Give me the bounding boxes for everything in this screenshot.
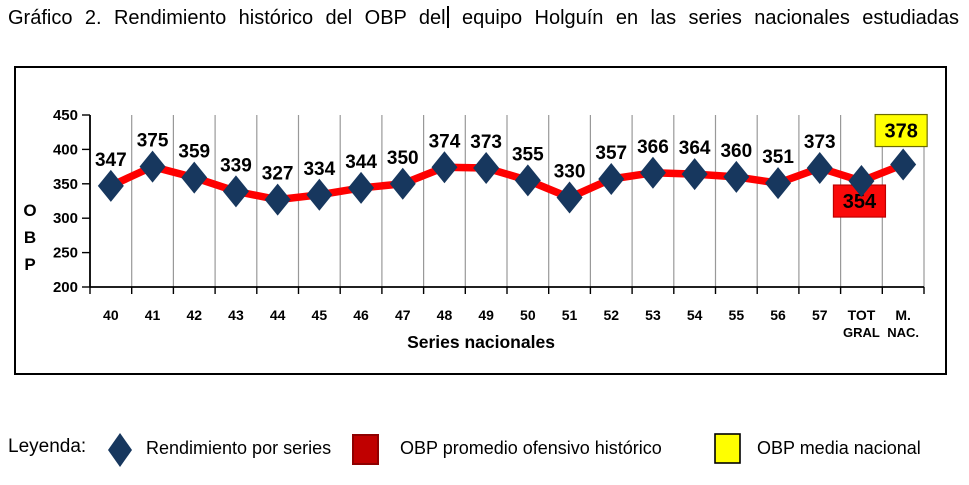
data-point-marker bbox=[848, 165, 875, 198]
text-cursor bbox=[446, 6, 449, 28]
diamond-shape bbox=[108, 433, 132, 467]
data-point-labels: 347 375 359 339 327 334 344 350 374 373 355 330 357 3… bbox=[95, 131, 836, 185]
data-point-label: 347 bbox=[95, 150, 127, 171]
data-point-marker bbox=[473, 151, 500, 184]
x-tick-label: 41 bbox=[145, 307, 161, 323]
x-tick-label: 49 bbox=[478, 307, 494, 323]
x-axis-title-text: Series nacionales bbox=[407, 332, 555, 352]
data-point-label: 327 bbox=[262, 164, 294, 185]
x-tick-label: 40 bbox=[103, 307, 119, 323]
y-tick-label: 300 bbox=[53, 210, 78, 227]
data-point-label: 350 bbox=[387, 148, 419, 169]
data-point-label: 373 bbox=[804, 132, 836, 153]
legend: Leyenda: Rendimiento por series OBP prom… bbox=[0, 428, 969, 476]
series-diamond-icon bbox=[108, 433, 132, 467]
data-point-label: 355 bbox=[512, 144, 544, 165]
chart-title-part1: Gráfico 2. Rendimiento histórico del OBP… bbox=[8, 7, 446, 29]
x-tick-label: GRAL bbox=[843, 325, 880, 340]
data-point-label: 359 bbox=[178, 142, 210, 163]
media-nacional-swatch-icon bbox=[714, 433, 741, 464]
y-axis-title-letter: P bbox=[24, 255, 35, 274]
chart-title: Gráfico 2. Rendimiento histórico del OBP… bbox=[8, 5, 959, 32]
y-tick-label: 400 bbox=[53, 141, 78, 158]
y-axis-title-letter: B bbox=[24, 228, 36, 247]
y-tick-label: 450 bbox=[53, 107, 78, 124]
data-point-label: 330 bbox=[554, 162, 586, 183]
data-point-label: 360 bbox=[720, 141, 752, 162]
x-tick-label: 42 bbox=[186, 307, 202, 323]
annotation-box-above bbox=[874, 113, 928, 148]
annotation-box-value: 378 bbox=[884, 121, 917, 143]
y-tick-label: 350 bbox=[53, 176, 78, 193]
data-point-marker bbox=[222, 175, 249, 208]
data-point-marker bbox=[806, 151, 833, 184]
x-tick-label: 46 bbox=[353, 307, 369, 323]
data-point-label: 364 bbox=[679, 138, 711, 159]
chart-frame: 200 250 300 350 400 450 40 41 42 43 44 45 46 47 48 49 50… bbox=[14, 66, 947, 375]
x-axis-title: Series nacionales bbox=[407, 332, 555, 352]
x-tick-label: 44 bbox=[270, 307, 286, 323]
x-tick-label: TOT bbox=[848, 307, 876, 323]
promedio-historico-swatch-icon bbox=[352, 434, 379, 465]
obp-line-chart-canvas: 200 250 300 350 400 450 40 41 42 43 44 45 46 47 48 49 50… bbox=[23, 107, 928, 352]
x-tick-label: 50 bbox=[520, 307, 536, 323]
data-point-marker bbox=[598, 162, 625, 195]
x-tick-label: 48 bbox=[437, 307, 453, 323]
x-tick-label: 55 bbox=[729, 307, 745, 323]
data-point-marker bbox=[514, 164, 541, 197]
tick-marks bbox=[82, 114, 925, 294]
data-point-marker bbox=[556, 181, 583, 214]
data-point-marker bbox=[389, 167, 416, 200]
x-tick-label: M. bbox=[895, 307, 911, 323]
x-tick-label: 43 bbox=[228, 307, 244, 323]
data-point-label: 351 bbox=[762, 147, 794, 168]
data-point-marker bbox=[723, 160, 750, 193]
legend-item-series-label: Rendimiento por series bbox=[146, 438, 332, 458]
x-tick-label: 51 bbox=[562, 307, 578, 323]
data-point-marker bbox=[348, 171, 375, 204]
x-axis-tick-labels: 40 41 42 43 44 45 46 47 48 49 50 51 52 53 54 55 56 57 TOT G… bbox=[103, 307, 919, 340]
data-point-marker bbox=[765, 167, 792, 200]
y-axis-tick-labels: 200 250 300 350 400 450 bbox=[53, 107, 78, 296]
data-point-marker bbox=[306, 178, 333, 211]
data-point-marker bbox=[181, 161, 208, 194]
x-tick-label: 53 bbox=[645, 307, 661, 323]
data-point-marker bbox=[681, 158, 708, 191]
x-tick-label: 47 bbox=[395, 307, 411, 323]
data-point-marker bbox=[97, 169, 124, 202]
data-point-label: 344 bbox=[345, 152, 377, 173]
data-point-label: 334 bbox=[303, 159, 335, 180]
legend-item-promedio-label: OBP promedio ofensivo histórico bbox=[400, 438, 662, 458]
red-swatch-shape bbox=[352, 434, 379, 465]
y-tick-label: 200 bbox=[53, 279, 78, 296]
data-point-marker bbox=[431, 151, 458, 184]
legend-title: Leyenda: bbox=[8, 436, 87, 457]
data-point-label: 374 bbox=[429, 131, 461, 152]
data-point-marker bbox=[139, 150, 166, 183]
chart-title-part2: equipo Holguín en las series nacionales … bbox=[462, 7, 960, 29]
yellow-swatch-shape bbox=[714, 433, 741, 464]
x-tick-label: 54 bbox=[687, 307, 703, 323]
y-tick-label: 250 bbox=[53, 245, 78, 262]
y-axis-title: OBP bbox=[23, 201, 36, 274]
x-tick-label: 57 bbox=[812, 307, 828, 323]
data-point-label: 357 bbox=[595, 143, 627, 164]
data-point-label: 366 bbox=[637, 137, 669, 158]
data-point-marker bbox=[890, 148, 917, 181]
x-tick-label: 45 bbox=[312, 307, 328, 323]
data-point-label: 375 bbox=[137, 131, 169, 152]
legend-item-media-label: OBP media nacional bbox=[757, 438, 921, 458]
annotation-box-value: 354 bbox=[843, 191, 877, 213]
data-point-markers bbox=[97, 148, 917, 216]
data-point-label: 373 bbox=[470, 132, 502, 153]
x-tick-label: NAC. bbox=[887, 325, 919, 340]
data-point-marker bbox=[264, 183, 291, 216]
x-tick-label: 52 bbox=[603, 307, 619, 323]
x-tick-label: 56 bbox=[770, 307, 786, 323]
data-point-label: 339 bbox=[220, 155, 252, 176]
y-axis-title-letter: O bbox=[23, 201, 36, 220]
data-point-marker bbox=[639, 156, 666, 189]
